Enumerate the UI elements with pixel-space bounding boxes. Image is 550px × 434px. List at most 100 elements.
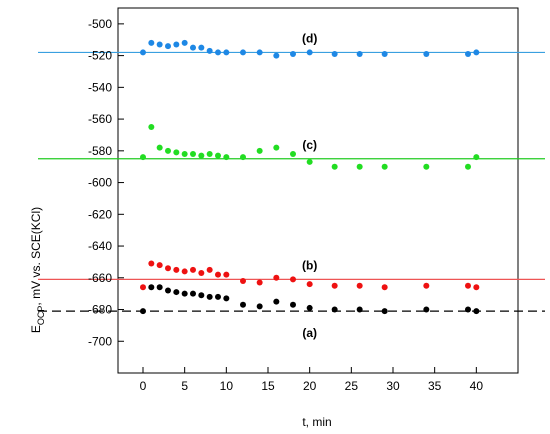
y-axis-title-rest: , mV vs. SCE(KCl) <box>29 207 43 306</box>
data-point <box>148 39 155 46</box>
data-point <box>173 149 180 156</box>
data-point <box>198 270 205 277</box>
y-axis-title: EOCP, mV vs. SCE(KCl) <box>29 207 46 333</box>
series-label: (a) <box>302 326 317 340</box>
data-point <box>181 268 188 275</box>
data-point <box>381 163 388 170</box>
data-point <box>381 308 388 315</box>
data-point <box>181 151 188 157</box>
data-point <box>215 293 221 300</box>
data-point <box>206 293 213 300</box>
data-point <box>290 51 296 58</box>
data-point <box>306 281 313 288</box>
x-tick-label: 40 <box>470 379 484 393</box>
data-point <box>173 266 180 273</box>
data-point <box>306 49 313 56</box>
data-point <box>331 163 338 170</box>
data-point <box>181 290 188 297</box>
data-point <box>331 306 338 313</box>
y-axis-title-sub: OCP <box>36 306 46 326</box>
x-tick-label: 15 <box>261 379 275 393</box>
y-tick-label: -520 <box>88 49 112 63</box>
data-point <box>148 260 155 267</box>
data-point <box>156 262 163 269</box>
series-label: (d) <box>302 31 317 45</box>
data-point <box>206 266 213 273</box>
data-point <box>156 284 163 291</box>
data-point <box>215 152 221 159</box>
data-point <box>223 295 230 302</box>
x-tick-label: 25 <box>345 379 359 393</box>
data-point <box>423 163 430 170</box>
data-point <box>140 49 146 56</box>
series-label: (c) <box>302 138 317 152</box>
data-point <box>331 282 338 289</box>
y-tick-label: -620 <box>88 207 112 221</box>
data-point <box>273 298 280 305</box>
y-tick-label: -560 <box>88 112 112 126</box>
data-point <box>173 289 180 296</box>
data-point <box>290 301 296 308</box>
y-tick-label: -540 <box>88 80 112 94</box>
data-point <box>140 154 146 161</box>
data-point <box>256 147 263 154</box>
data-point <box>273 274 280 281</box>
data-point <box>423 282 430 289</box>
data-point <box>198 292 205 299</box>
data-point <box>290 276 296 283</box>
y-tick-label: -700 <box>88 334 112 348</box>
data-point <box>206 151 213 157</box>
data-point <box>356 51 363 58</box>
y-tick-label: -640 <box>88 239 112 253</box>
data-point <box>356 306 363 313</box>
data-point <box>465 163 471 170</box>
data-point <box>473 154 480 161</box>
x-axis-title: t, min <box>302 415 331 429</box>
data-point <box>165 147 171 154</box>
y-axis-ticks: -500 -520 -540 -560 -580 -600 -620 -640 -660 -680… <box>88 17 124 348</box>
data-point <box>198 152 205 159</box>
data-point <box>473 284 480 291</box>
data-point <box>381 284 388 291</box>
data-point <box>140 284 146 291</box>
data-point <box>165 265 171 272</box>
data-point <box>190 266 196 273</box>
data-point <box>148 284 155 291</box>
x-tick-label: 30 <box>386 379 400 393</box>
data-point <box>465 51 471 58</box>
data-point <box>356 163 363 170</box>
data-point <box>306 304 313 311</box>
data-point <box>148 124 155 131</box>
data-point <box>381 51 388 58</box>
y-tick-label: -600 <box>88 176 112 190</box>
data-point <box>190 44 196 51</box>
data-point <box>223 154 230 161</box>
data-point <box>465 282 471 289</box>
series-label: (b) <box>302 258 317 272</box>
data-point <box>240 301 246 308</box>
data-point <box>165 287 171 294</box>
y-tick-label: -500 <box>88 17 112 31</box>
data-point <box>173 41 180 48</box>
data-point <box>331 51 338 58</box>
data-point <box>273 144 280 151</box>
y-tick-label: -660 <box>88 271 112 285</box>
data-point <box>273 52 280 59</box>
data-point <box>140 308 146 315</box>
data-point <box>356 282 363 289</box>
data-point <box>215 49 221 56</box>
data-point <box>156 41 163 48</box>
data-point <box>473 49 480 56</box>
data-point <box>256 303 263 310</box>
data-point <box>198 44 205 51</box>
data-point <box>240 49 246 56</box>
data-point <box>306 158 313 165</box>
data-point <box>181 39 188 46</box>
data-point <box>190 151 196 157</box>
data-point <box>156 144 163 151</box>
x-tick-label: 5 <box>181 379 188 393</box>
data-point <box>215 271 221 278</box>
data-point <box>223 271 230 278</box>
data-point <box>290 151 296 157</box>
